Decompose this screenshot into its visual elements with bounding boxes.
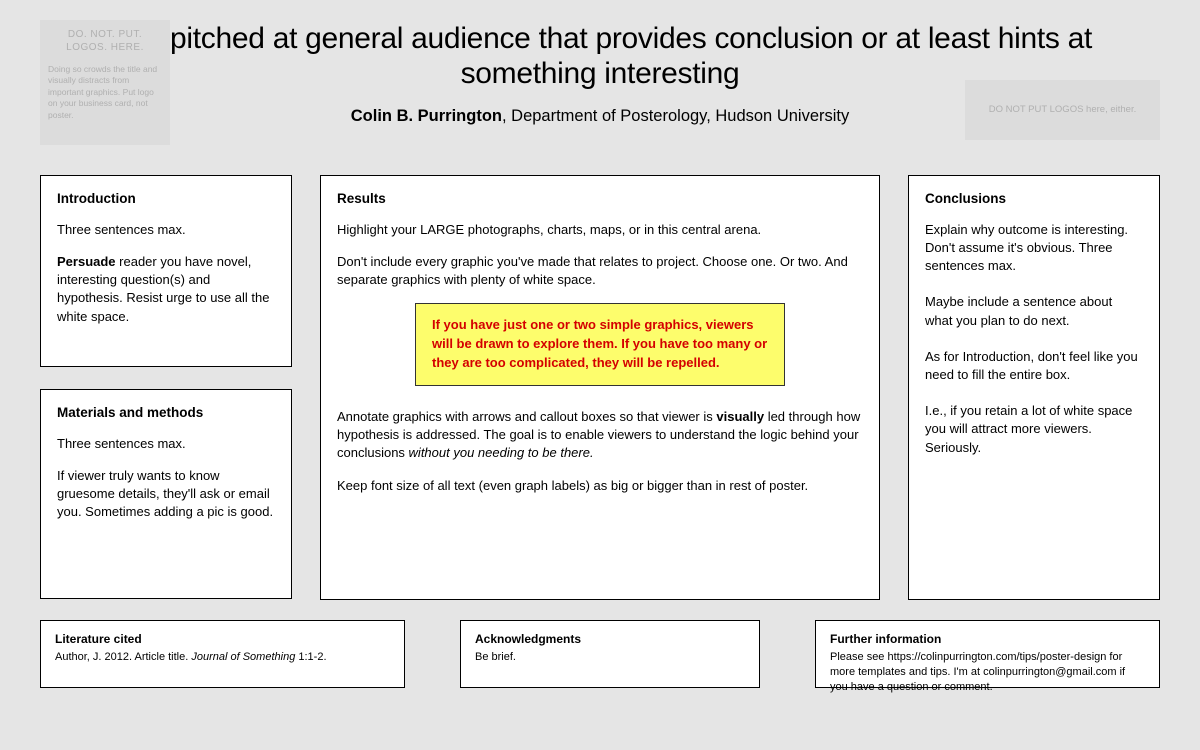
results-heading: Results (337, 190, 863, 209)
author-name: Colin B. Purrington (351, 107, 502, 125)
methods-box: Materials and methods Three sentences ma… (40, 389, 292, 599)
logo-left-caption: DO. NOT. PUT. LOGOS. HERE. (48, 28, 162, 54)
left-column: Introduction Three sentences max. Persua… (40, 175, 292, 600)
conclusions-p1: Explain why outcome is interesting. Don'… (925, 221, 1143, 276)
conclusions-heading: Conclusions (925, 190, 1143, 209)
further-info-body: Please see https://colinpurrington.com/t… (830, 650, 1145, 695)
logo-right-caption: DO NOT PUT LOGOS here, either. (989, 104, 1136, 116)
lit-c: 1:1-2. (295, 651, 326, 663)
logo-placeholder-left: DO. NOT. PUT. LOGOS. HERE. Doing so crow… (40, 20, 170, 145)
methods-heading: Materials and methods (57, 404, 275, 423)
literature-box: Literature cited Author, J. 2012. Articl… (40, 620, 405, 688)
further-info-heading: Further information (830, 631, 1145, 647)
conclusions-p3: As for Introduction, don't feel like you… (925, 348, 1143, 384)
introduction-heading: Introduction (57, 190, 275, 209)
lit-a: Author, J. 2012. Article title. (55, 651, 191, 663)
conclusions-p2: Maybe include a sentence about what you … (925, 293, 1143, 329)
center-column: Results Highlight your LARGE photographs… (320, 175, 880, 600)
acknowledgments-box: Acknowledgments Be brief. (460, 620, 760, 688)
results-callout: If you have just one or two simple graph… (415, 303, 785, 386)
results-p3-italic: without you needing to be there. (409, 445, 594, 460)
further-info-box: Further information Please see https://c… (815, 620, 1160, 688)
conclusions-box: Conclusions Explain why outcome is inter… (908, 175, 1160, 600)
bottom-row: Literature cited Author, J. 2012. Articl… (40, 620, 1160, 688)
methods-p2: If viewer truly wants to know gruesome d… (57, 467, 275, 522)
introduction-p2-bold: Persuade (57, 254, 116, 269)
acknowledgments-body: Be brief. (475, 650, 745, 665)
conclusions-p4: I.e., if you retain a lot of white space… (925, 402, 1143, 457)
results-p3-bold: visually (716, 409, 764, 424)
header-region: DO. NOT. PUT. LOGOS. HERE. Doing so crow… (40, 20, 1160, 155)
lit-journal: Journal of Something (191, 651, 295, 663)
results-p4: Keep font size of all text (even graph l… (337, 477, 863, 495)
results-p3a: Annotate graphics with arrows and callou… (337, 409, 716, 424)
results-p2: Don't include every graphic you've made … (337, 253, 863, 289)
results-box: Results Highlight your LARGE photographs… (320, 175, 880, 600)
methods-p1: Three sentences max. (57, 435, 275, 453)
main-grid: Introduction Three sentences max. Persua… (40, 175, 1160, 600)
logo-placeholder-right: DO NOT PUT LOGOS here, either. (965, 80, 1160, 140)
acknowledgments-heading: Acknowledgments (475, 631, 745, 647)
literature-body: Author, J. 2012. Article title. Journal … (55, 650, 390, 665)
introduction-p1: Three sentences max. (57, 221, 275, 239)
right-column: Conclusions Explain why outcome is inter… (908, 175, 1160, 600)
introduction-p2: Persuade reader you have novel, interest… (57, 253, 275, 326)
literature-heading: Literature cited (55, 631, 390, 647)
results-p1: Highlight your LARGE photographs, charts… (337, 221, 863, 239)
author-affiliation: , Department of Posterology, Hudson Univ… (502, 107, 849, 125)
introduction-box: Introduction Three sentences max. Persua… (40, 175, 292, 367)
results-p3: Annotate graphics with arrows and callou… (337, 408, 863, 463)
logo-left-note: Doing so crowds the title and visually d… (48, 64, 162, 121)
